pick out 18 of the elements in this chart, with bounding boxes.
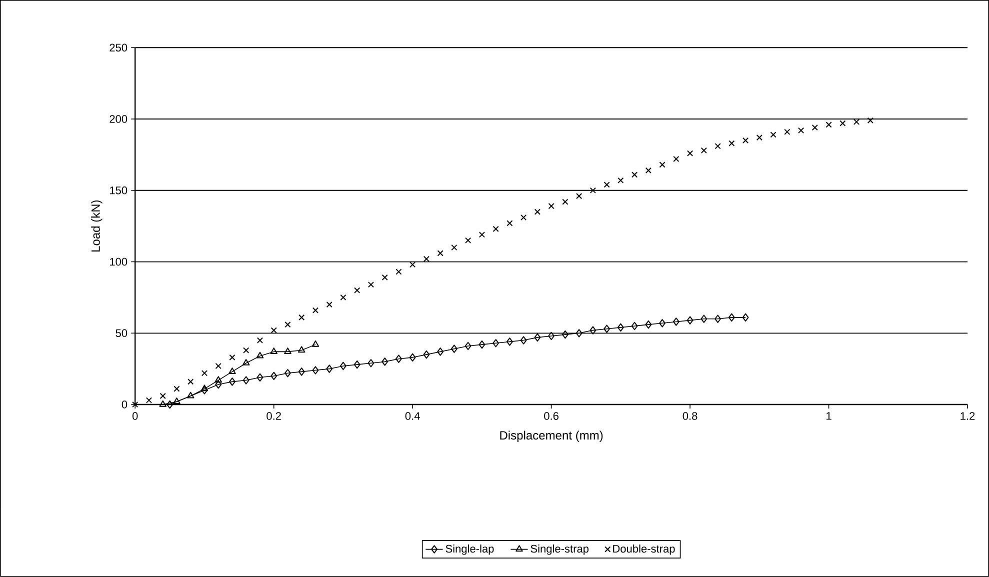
x-tick-label: 0.6 (544, 412, 558, 420)
y-tick-label: 250 (110, 44, 128, 52)
y-tick-label: 100 (110, 258, 128, 266)
y-tick-label: 200 (110, 115, 128, 123)
y-tick-label: 0 (122, 400, 128, 408)
legend-label: Double-strap (613, 544, 675, 555)
y-tick-label: 150 (110, 186, 128, 194)
legend-label: Single-strap (530, 544, 589, 555)
x-tick-label: 1 (826, 412, 832, 420)
x-tick-label: 0.8 (682, 412, 698, 420)
x-tick-label: 0.4 (405, 412, 420, 420)
y-axis-title: Load (kN) (91, 200, 102, 252)
x-tick-label: 0 (132, 412, 138, 420)
x-tick-label: 0.2 (266, 412, 281, 420)
legend-label: Single-lap (446, 544, 494, 555)
x-tick-label: 1.2 (960, 412, 975, 420)
y-tick-label: 50 (116, 329, 128, 338)
x-axis-title: Displacement (mm) (500, 430, 603, 442)
